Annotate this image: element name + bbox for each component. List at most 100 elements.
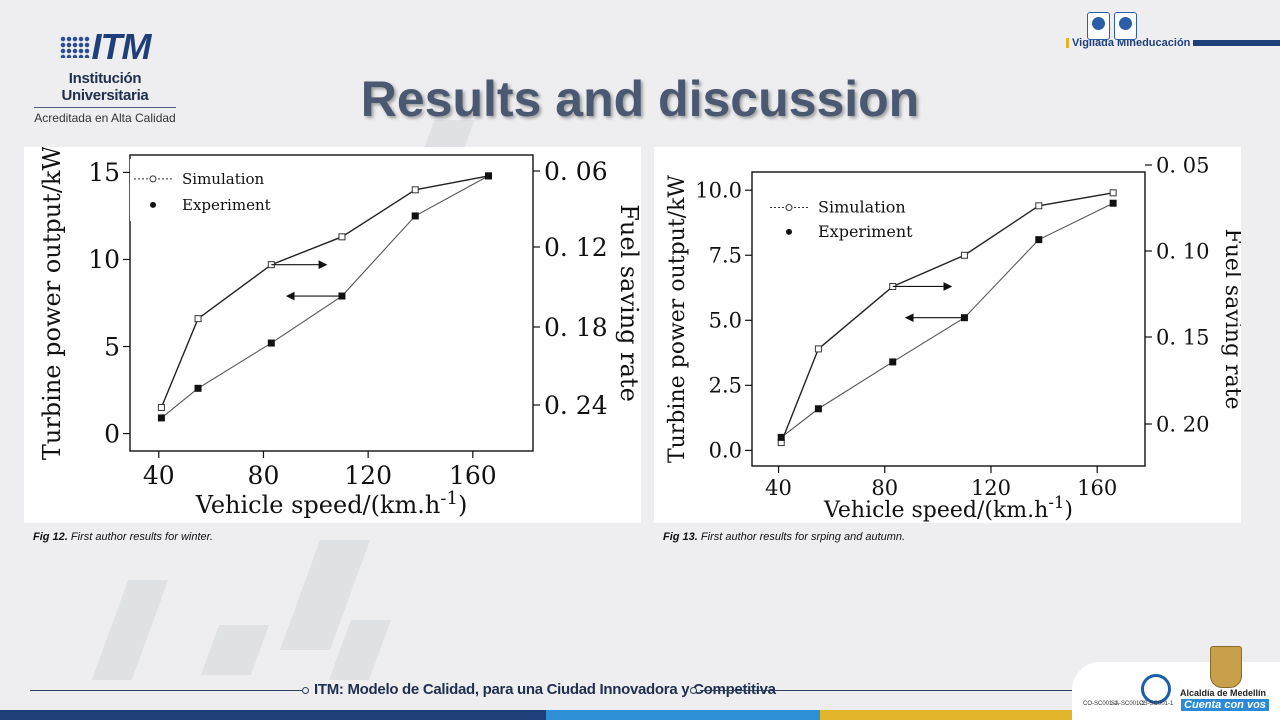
itm-logo-mark: ITM: [30, 24, 180, 70]
figure-12-panel: 40 80 120 160 0 5 10 15 0. 06 0. 12 0. 18 0. 24 Vehi…: [24, 147, 641, 523]
x-axis-label-main: Vehicle speed/(km.h: [195, 491, 441, 519]
data-point-experiment: [267, 339, 275, 347]
y2-axis-label: Fuel saving rate: [1220, 228, 1241, 409]
y-tick-label: 2.5: [709, 374, 742, 398]
series-line-simulation: [160, 175, 489, 408]
figure-13-text: First author results for srping and autu…: [700, 531, 906, 543]
y-tick-label: 7.5: [709, 244, 742, 268]
footer-bar-navy: [0, 710, 546, 720]
y-tick-label: 10.0: [695, 179, 742, 203]
y-tick-label: 0.0: [709, 439, 742, 463]
alcaldia-name: Alcaldía de Medellín: [1180, 688, 1267, 698]
data-point-simulation: [1035, 202, 1043, 210]
badge-caption: OS-SC001-1: [1139, 701, 1174, 707]
logo-institution-name: Institución Universitaria: [61, 70, 149, 104]
iqnet-badge-icon: [1141, 674, 1171, 704]
legend-marker-simulation: [785, 204, 793, 212]
footer-bar-blue: [546, 710, 820, 720]
legend-label-experiment: Experiment: [818, 222, 913, 241]
data-point-simulation: [338, 233, 346, 241]
y-tick-label: 0: [104, 419, 120, 448]
legend-marker-experiment: [786, 228, 792, 235]
y-tick-label: 15: [88, 158, 120, 187]
data-point-experiment: [157, 414, 165, 422]
x-tick-label: 120: [971, 476, 1011, 500]
x-tick-label: 80: [248, 461, 280, 490]
x-axis-label: Vehicle speed/(km.h-1): [823, 493, 1073, 523]
data-point-simulation: [814, 345, 822, 353]
plot-frame: [129, 154, 534, 452]
footer-bar-yellow: [820, 710, 1280, 720]
x-axis-label-main: Vehicle speed/(km.h: [823, 498, 1048, 523]
y2-tick-label: 0. 18: [544, 313, 608, 342]
logo-mark-text: ITM: [91, 26, 152, 67]
data-point-simulation: [157, 403, 165, 411]
y-tick-label: 5.0: [709, 309, 742, 333]
badge-caption: SA-SC001-1: [1111, 701, 1145, 707]
footer-rule-left: [30, 690, 302, 691]
series-line-experiment: [780, 202, 1114, 438]
x-tick-label: 160: [449, 461, 497, 490]
data-point-experiment: [411, 212, 419, 220]
y-tick-label: 5: [104, 332, 120, 361]
x-axis-label-end: ): [458, 491, 467, 519]
x-axis-label: Vehicle speed/(km.h-1): [195, 488, 468, 519]
data-point-experiment: [485, 172, 493, 180]
legend-marker-simulation: [149, 175, 157, 183]
data-point-experiment: [1109, 199, 1117, 207]
plot-frame: [751, 171, 1146, 467]
y2-tick-label: 0. 05: [1156, 153, 1209, 177]
x-axis-label-end: ): [1064, 498, 1073, 523]
data-point-simulation: [194, 315, 202, 323]
vigilada-accent: [1066, 38, 1069, 48]
y2-tick-label: 0. 10: [1156, 239, 1209, 263]
footer-rule-right: [700, 690, 1072, 691]
footer-dot-right: [690, 687, 697, 694]
alcaldia-slogan: Cuenta con vos: [1181, 699, 1269, 711]
footer-slogan: ITM: Modelo de Calidad, para una Ciudad …: [314, 681, 776, 698]
vigilada-bar: [1193, 40, 1280, 46]
data-point-experiment: [1035, 236, 1043, 244]
legend-box: [766, 189, 916, 247]
y-axis-label: Turbine power output/kW: [38, 147, 66, 460]
data-point-simulation: [960, 251, 968, 259]
y2-tick-label: 0. 20: [1156, 412, 1209, 436]
background-stripe: [91, 580, 169, 680]
badge-caption: CO-SC001-1: [1083, 701, 1118, 707]
legend-box: [130, 159, 272, 221]
logo-accreditation: Acreditada en Alta Calidad: [34, 111, 176, 125]
certification-badge-icon: [1087, 12, 1110, 40]
background-stripe: [200, 625, 270, 675]
x-tick-label: 80: [871, 476, 898, 500]
figure-12-chart: 40 80 120 160 0 5 10 15 0. 06 0. 12 0. 18 0. 24 Vehi…: [38, 147, 641, 519]
x-tick-label: 120: [344, 461, 392, 490]
data-point-experiment: [889, 358, 897, 366]
footer-dot-left: [302, 687, 309, 694]
y2-tick-label: 0. 12: [544, 233, 608, 262]
legend-marker-experiment: [150, 201, 156, 208]
data-point-experiment: [194, 384, 202, 392]
data-point-experiment: [814, 405, 822, 413]
x-tick-label: 160: [1077, 476, 1117, 500]
figure-13-chart: 40 80 120 160 0.0 2.5 5.0 7.5 10.0 0. 05 0. 10 0. 1…: [665, 153, 1241, 523]
logo-divider: [34, 107, 176, 108]
medellin-crest-icon: [1210, 646, 1242, 688]
figure-13-label: Fig 13.: [663, 531, 698, 543]
y2-axis-label: Fuel saving rate: [615, 204, 641, 402]
legend-label-simulation: Simulation: [818, 198, 906, 217]
x-tick-label: 40: [143, 461, 175, 490]
data-point-simulation: [1109, 189, 1117, 197]
series-line-simulation: [780, 192, 1114, 443]
x-axis-label-superscript: -1: [440, 488, 458, 509]
figure-12-text: First author results for winter.: [70, 531, 213, 543]
y-axis-label: Turbine power output/kW: [665, 175, 690, 463]
logo-dots-icon: [59, 36, 90, 58]
legend-label-simulation: Simulation: [182, 170, 265, 188]
data-point-simulation: [411, 186, 419, 194]
figure-13-caption: Fig 13. First author results for srping …: [663, 531, 905, 543]
certification-badge-icon: [1114, 12, 1137, 40]
itm-logo: ITM Institución Universitaria Acreditada…: [30, 24, 180, 125]
legend-label-experiment: Experiment: [182, 196, 271, 214]
y2-tick-label: 0. 24: [544, 391, 608, 420]
vigilada-banner: Vigilada Mineducación: [1066, 37, 1280, 49]
